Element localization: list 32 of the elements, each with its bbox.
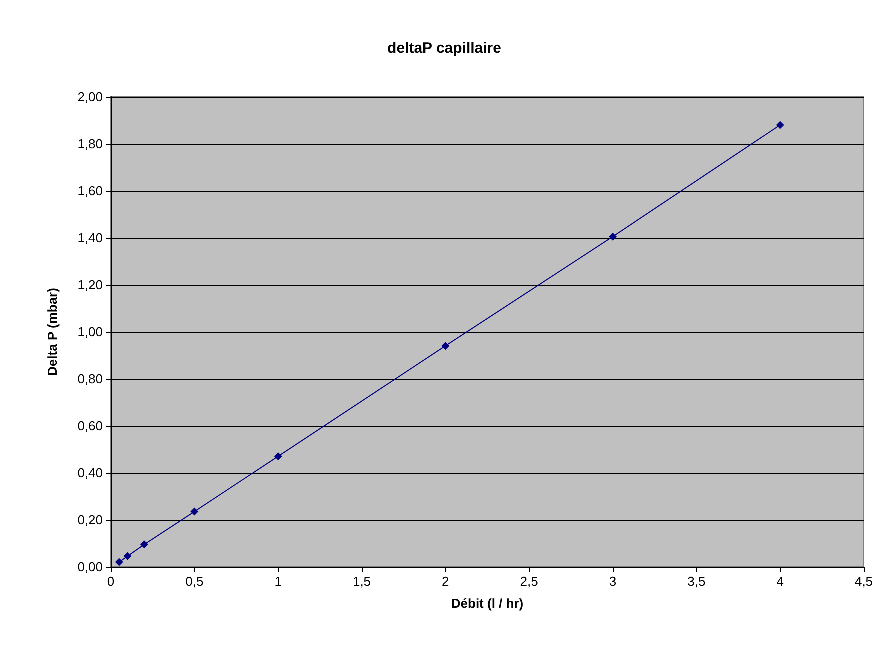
y-tick-label: 0,20 xyxy=(78,512,103,528)
point xyxy=(776,121,784,130)
x-axis-title: Débit (l / hr) xyxy=(451,596,524,611)
point xyxy=(442,342,450,350)
point xyxy=(274,452,282,461)
x-tick-label: 2,5 xyxy=(520,574,538,589)
y-tick-label: 1,40 xyxy=(78,230,103,246)
point xyxy=(140,540,148,549)
y-tick-label: 1,00 xyxy=(78,324,103,340)
x-tick-label: 3 xyxy=(609,574,617,589)
y-tick-label: 2,00 xyxy=(78,90,103,104)
y-axis-title: Delta P (mbar) xyxy=(45,288,60,376)
x-tick-label: 4 xyxy=(776,574,784,589)
y-tick-label: 1,20 xyxy=(78,278,103,292)
y-tick-label: 0,60 xyxy=(78,418,103,434)
x-tick-label: 3,5 xyxy=(688,574,706,589)
x-tick-label: 0 xyxy=(107,574,115,589)
y-tick-label: 0,80 xyxy=(78,372,103,386)
point xyxy=(124,552,132,560)
chart-title: deltaP capillaire xyxy=(388,40,502,57)
point xyxy=(115,558,124,566)
x-tick-label: 0,5 xyxy=(186,574,204,589)
y-tick-label: 0,40 xyxy=(78,466,103,480)
y-tick-label: 0,00 xyxy=(78,560,103,574)
x-tick-label: 4,5 xyxy=(854,574,874,589)
x-tick-label: 2 xyxy=(442,574,450,589)
y-tick-label: 1,60 xyxy=(78,184,103,198)
point xyxy=(609,232,617,241)
x-tick-label: 1 xyxy=(274,574,282,589)
y-tick-label: 1,80 xyxy=(78,136,103,152)
x-tick-label: 1,5 xyxy=(352,574,372,589)
point xyxy=(190,508,199,516)
